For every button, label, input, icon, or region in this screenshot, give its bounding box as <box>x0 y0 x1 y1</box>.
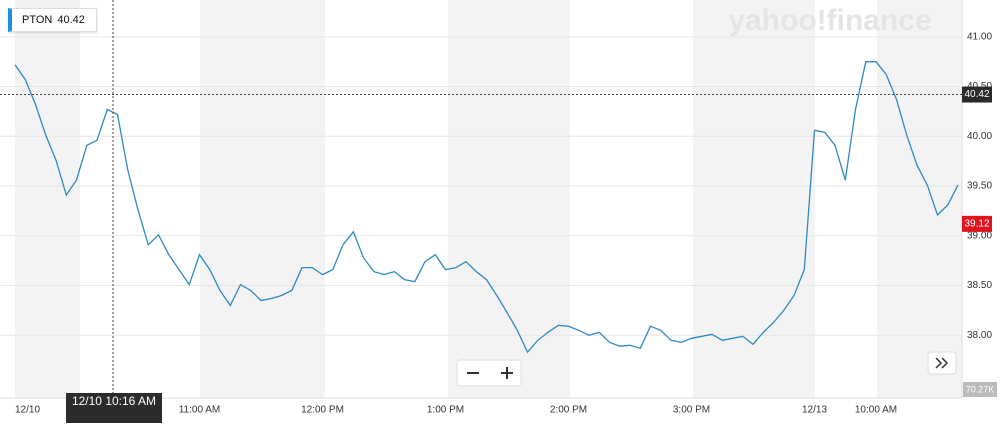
band <box>200 0 325 398</box>
volume-label: 70.27K <box>966 384 995 394</box>
y-tick-label: 40.00 <box>967 131 992 142</box>
y-tick-label: 38.50 <box>967 280 992 291</box>
zoom-controls[interactable] <box>456 359 522 387</box>
volume-box <box>963 382 997 397</box>
band <box>877 0 962 398</box>
x-tick-label: 12:00 PM <box>301 405 344 416</box>
session-bands <box>15 0 962 398</box>
expand-button[interactable] <box>927 351 957 375</box>
x-tick-label: 1:00 PM <box>427 405 464 416</box>
x-tick-label: 10:00 AM <box>855 405 897 416</box>
last-price: 39.12 <box>964 219 989 230</box>
x-tick-label: 12/13 <box>802 405 827 416</box>
zoom-box[interactable] <box>456 359 522 387</box>
expand-icon[interactable] <box>935 357 949 369</box>
x-tick-label: 11:00 AM <box>179 405 221 416</box>
band <box>693 0 815 398</box>
y-tick-label: 39.00 <box>967 230 992 241</box>
crosshair-time: 12/10 10:16 AM <box>66 393 162 423</box>
y-tick-label: 38.00 <box>967 330 992 341</box>
ticker-symbol: PTON <box>22 14 53 26</box>
ticker-price: 40.42 <box>57 14 85 26</box>
price-line <box>14 61 959 354</box>
crosshair-price: 40.42 <box>964 89 989 100</box>
ticker-box: PTON 40.42 <box>8 8 97 32</box>
x-tick-label: 2:00 PM <box>550 405 587 416</box>
last-price-box <box>962 215 992 232</box>
y-tick-label: 39.50 <box>967 181 992 192</box>
watermark: yahoo!finance <box>728 4 931 37</box>
crosshair-price-box <box>962 86 992 103</box>
x-tick-label: 3:00 PM <box>673 405 710 416</box>
band <box>15 0 80 398</box>
y-tick-label: 41.00 <box>967 31 992 42</box>
x-tick-label: 12/10 <box>15 405 40 416</box>
band <box>448 0 570 398</box>
